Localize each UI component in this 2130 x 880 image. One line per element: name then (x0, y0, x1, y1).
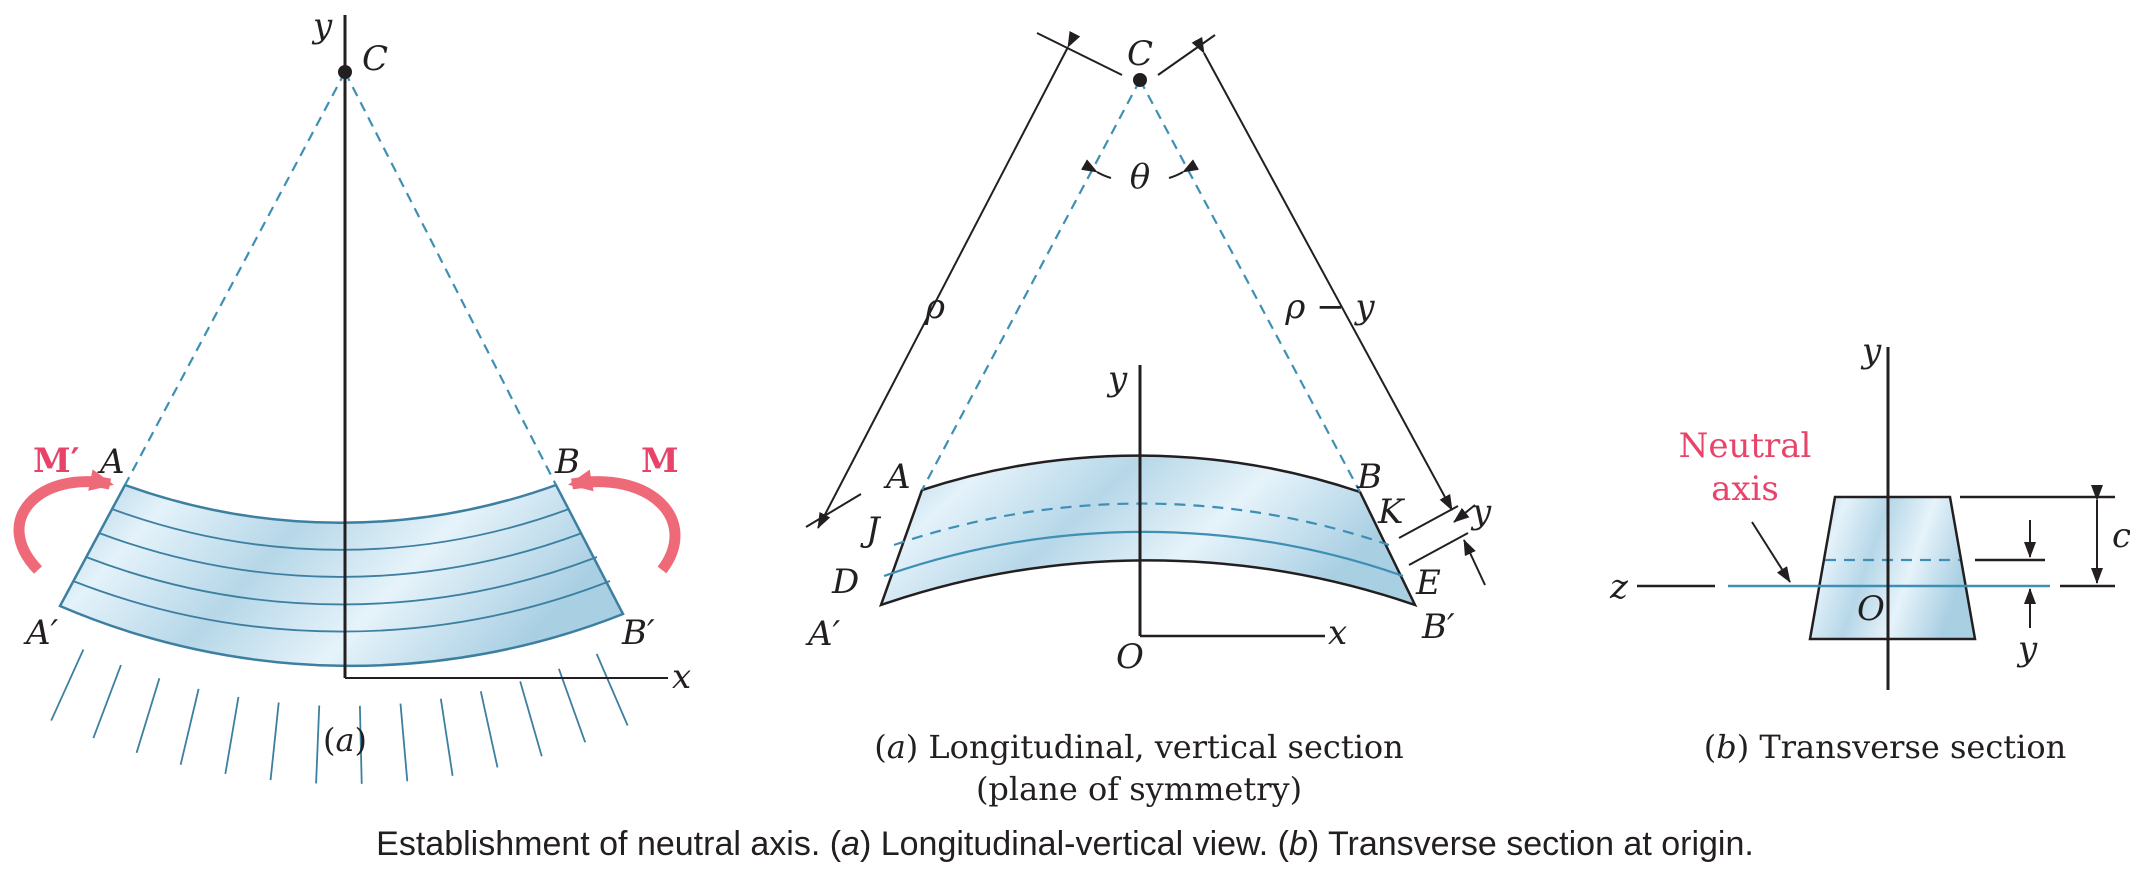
extension-line-e (1408, 532, 1469, 566)
beam-grid-line (595, 653, 629, 726)
beam-grid-line (479, 691, 499, 768)
left-radius-b (344, 71, 557, 486)
right-dim-c-label: c (2112, 516, 2130, 556)
left-label-c: C (362, 39, 388, 79)
neutral-axis-label-line2: axis (1711, 469, 1779, 509)
moment-right-label: M (641, 441, 679, 481)
right-label-origin: O (1857, 589, 1885, 629)
left-label-b-prime: B′ (621, 613, 655, 653)
left-center-point (338, 65, 352, 79)
extension-line-left (1036, 32, 1123, 76)
beam-grid-line (92, 664, 122, 739)
left-label-a-prime: A′ (23, 613, 59, 653)
beam-grid-line (135, 677, 161, 754)
theta-label: θ (1130, 157, 1150, 197)
beam-grid-line (269, 702, 280, 781)
neutral-axis-label-line1: Neutral (1679, 426, 1812, 466)
middle-radius-a (921, 79, 1141, 491)
rho-dimension (817, 30, 1081, 529)
middle-diagram: C θ ρ ρ − y y x A B J D K E y A′ B′ O (a… (805, 30, 1492, 808)
beam-grid-line (315, 705, 321, 784)
rho-minus-y-dimension (1191, 36, 1453, 511)
transverse-section (1808, 495, 1977, 641)
moment-left-arrow (13, 469, 114, 574)
middle-label-d: D (831, 562, 859, 602)
dim-y-arrow-top (1453, 504, 1476, 523)
beam-grid-line (224, 696, 240, 775)
neutral-axis-pointer (1751, 521, 1791, 583)
extension-line-k (1398, 505, 1459, 539)
right-diagram: y z O c y Neutral axis (b) Transverse se… (1609, 331, 2130, 766)
middle-neutral-surface (883, 530, 1404, 578)
middle-label-b: B (1356, 457, 1382, 497)
middle-subcaption-line2: (plane of symmetry) (976, 770, 1302, 808)
middle-beam (878, 454, 1418, 608)
theta-arrow-right (1168, 159, 1200, 179)
middle-radius-b (1139, 79, 1361, 493)
left-diagram: y C x M′ M A B A′ B′ (a) (13, 6, 691, 784)
figure-caption: Establishment of neutral axis. (a) Longi… (376, 825, 1754, 863)
dim-y-arrow-bottom (1463, 539, 1486, 586)
left-label-x: x (672, 657, 691, 697)
left-subcaption: (a) (323, 721, 367, 759)
middle-label-k: K (1377, 492, 1406, 532)
beam-grid-line (439, 698, 454, 776)
extension-line-right (1157, 34, 1216, 76)
right-label-z: z (1609, 567, 1629, 607)
left-label-a: A (97, 442, 125, 482)
theta-arrow-left (1080, 159, 1112, 179)
rho-label: ρ (924, 287, 945, 327)
middle-label-x: x (1328, 613, 1347, 653)
right-label-y: y (1860, 331, 1882, 371)
middle-label-c: C (1127, 34, 1153, 74)
beam-grid-line (558, 668, 587, 743)
left-label-b: B (554, 442, 580, 482)
moment-right-arrow (568, 469, 681, 574)
middle-subcaption: (a) Longitudinal, vertical section (874, 728, 1404, 766)
middle-label-y: y (1106, 359, 1128, 399)
beam-grid-line (399, 703, 409, 782)
middle-label-j: J (860, 510, 882, 550)
moment-left-label: M′ (33, 441, 80, 481)
left-beam (50, 483, 629, 784)
right-subcaption: (b) Transverse section (1704, 728, 2066, 766)
middle-center-point (1133, 73, 1147, 87)
beam-grid-line (50, 649, 85, 721)
left-label-y: y (311, 6, 333, 46)
middle-label-b-prime: B′ (1421, 607, 1455, 647)
beam-grid-line (358, 705, 363, 784)
middle-dim-y-label: y (1470, 492, 1492, 532)
middle-label-origin: O (1116, 637, 1144, 677)
left-radius-a (124, 71, 346, 486)
right-dim-y-label: y (2016, 629, 2038, 669)
middle-label-a: A (883, 457, 911, 497)
rho-minus-y-label: ρ − y (1284, 287, 1375, 327)
beam-grid-line (519, 681, 543, 757)
beam-grid-line (179, 688, 200, 765)
middle-label-a-prime: A′ (805, 614, 841, 654)
middle-label-e: E (1415, 563, 1441, 603)
